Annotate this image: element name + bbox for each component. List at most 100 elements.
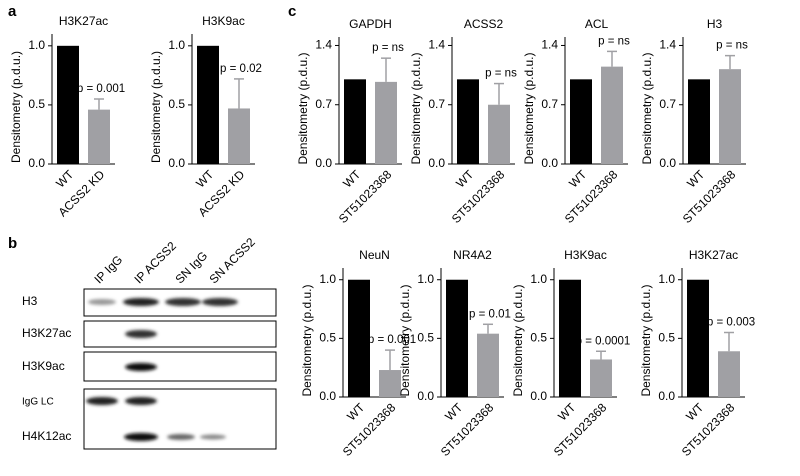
chart-title: H3K27ac — [689, 248, 738, 262]
y-tick-label: 0.0 — [315, 156, 332, 170]
y-tick-label: 0.0 — [658, 389, 675, 403]
blot-row-label: H3K9ac — [22, 359, 65, 373]
bar — [375, 81, 397, 164]
bar — [197, 45, 219, 165]
chart-title: ACL — [585, 17, 609, 31]
y-tick-label: 0.7 — [659, 97, 676, 111]
x-tick-label: WT — [344, 400, 368, 424]
annotation: p = 0.001 — [368, 334, 416, 346]
bar — [570, 79, 592, 164]
y-tick-label: 1.4 — [428, 38, 445, 52]
annotation: p = ns — [716, 40, 748, 52]
chart-title: NeuN — [359, 248, 390, 262]
blot-column-label: SN IgG — [172, 249, 210, 287]
annotation: p = 0.001 — [77, 83, 125, 95]
y-tick-label: 1.0 — [28, 38, 45, 52]
y-tick-label: 0.5 — [319, 331, 336, 345]
y-tick-label: 0.5 — [28, 97, 45, 111]
blot-frame — [83, 320, 277, 348]
panel-label: a — [8, 3, 17, 20]
x-tick-label: WT — [442, 400, 466, 424]
panel-label: b — [8, 235, 17, 252]
y-axis-label: Densitometry (p.d.u.) — [639, 284, 653, 396]
chart-title: H3 — [707, 17, 723, 31]
x-tick-label: WT — [566, 167, 590, 191]
y-tick-label: 0.0 — [28, 156, 45, 170]
y-tick-label: 0.5 — [168, 97, 185, 111]
x-tick-label: WT — [453, 167, 477, 191]
y-tick-label: 1.0 — [319, 272, 336, 286]
annotation: p = ns — [485, 68, 517, 80]
bar — [348, 279, 370, 397]
bar — [379, 370, 401, 397]
y-tick-label: 0.0 — [541, 156, 558, 170]
y-tick-label: 0.7 — [428, 97, 445, 111]
y-tick-label: 0.0 — [417, 389, 434, 403]
bar — [559, 279, 581, 397]
y-axis-label: Densitometry (p.d.u.) — [640, 52, 654, 164]
y-axis-label: Densitometry (p.d.u.) — [296, 52, 310, 164]
y-axis-label: Densitometry (p.d.u.) — [398, 284, 412, 396]
y-tick-label: 0.0 — [428, 156, 445, 170]
blot-row-label: H3 — [22, 294, 38, 308]
x-tick-label: WT — [340, 167, 364, 191]
y-tick-label: 1.4 — [315, 38, 332, 52]
y-tick-label: 0.5 — [658, 331, 675, 345]
y-tick-label: 1.4 — [541, 38, 558, 52]
y-axis-label: Densitometry (p.d.u.) — [409, 52, 423, 164]
panel-label: c — [288, 3, 296, 20]
annotation: p = 0.02 — [220, 63, 262, 75]
blot-column-label: IP ACSS2 — [131, 239, 179, 287]
chart-title: GAPDH — [349, 17, 392, 31]
chart-title: ACSS2 — [464, 17, 504, 31]
blot-column-label: SN ACSS2 — [206, 235, 258, 287]
annotation: p = 0.003 — [707, 317, 755, 329]
y-tick-label: 1.0 — [530, 272, 547, 286]
blot-frame — [83, 351, 277, 382]
blot-bands — [86, 298, 238, 441]
bar — [457, 79, 479, 164]
chart-title: H3K27ac — [59, 14, 108, 28]
y-tick-label: 0.0 — [168, 156, 185, 170]
y-axis-label: Densitometry (p.d.u.) — [9, 51, 23, 163]
y-tick-label: 0.5 — [417, 331, 434, 345]
bar — [488, 104, 510, 164]
y-axis-label: Densitometry (p.d.u.) — [522, 52, 536, 164]
y-tick-label: 0.5 — [530, 331, 547, 345]
chart-title: H3K9ac — [564, 248, 607, 262]
bar — [477, 333, 499, 397]
blot-row-label: IgG LC — [22, 397, 54, 408]
annotation: p = ns — [372, 42, 404, 54]
blot-frame — [83, 388, 277, 450]
x-tick-label: WT — [684, 167, 708, 191]
bar — [718, 351, 740, 397]
bar — [601, 66, 623, 164]
blot-column-label: IP IgG — [91, 253, 125, 287]
x-tick-label: WT — [53, 167, 77, 191]
y-tick-label: 0.0 — [530, 389, 547, 403]
chart-title: H3K9ac — [202, 14, 245, 28]
annotation: p = 0.01 — [469, 308, 511, 320]
x-tick-label: WT — [555, 400, 579, 424]
annotation: p = 0.0001 — [576, 335, 631, 347]
bar — [344, 79, 366, 164]
x-tick-label: WT — [193, 167, 217, 191]
y-tick-label: 1.0 — [417, 272, 434, 286]
y-tick-label: 1.4 — [659, 38, 676, 52]
y-axis-label: Densitometry (p.d.u.) — [300, 284, 314, 396]
bar — [590, 359, 612, 397]
chart-title: NR4A2 — [453, 248, 492, 262]
western-blot — [83, 288, 277, 450]
y-axis-label: Densitometry (p.d.u.) — [511, 284, 525, 396]
blot-row-label: H4K12ac — [22, 429, 71, 443]
bar — [688, 79, 710, 164]
bar — [719, 69, 741, 164]
x-tick-label: WT — [683, 400, 707, 424]
bar — [446, 279, 468, 397]
blot-row-label: H3K27ac — [22, 326, 71, 340]
y-axis-label: Densitometry (p.d.u.) — [149, 51, 163, 163]
bar — [57, 45, 79, 165]
bar — [88, 109, 110, 164]
y-tick-label: 0.0 — [659, 156, 676, 170]
y-tick-label: 1.0 — [168, 38, 185, 52]
